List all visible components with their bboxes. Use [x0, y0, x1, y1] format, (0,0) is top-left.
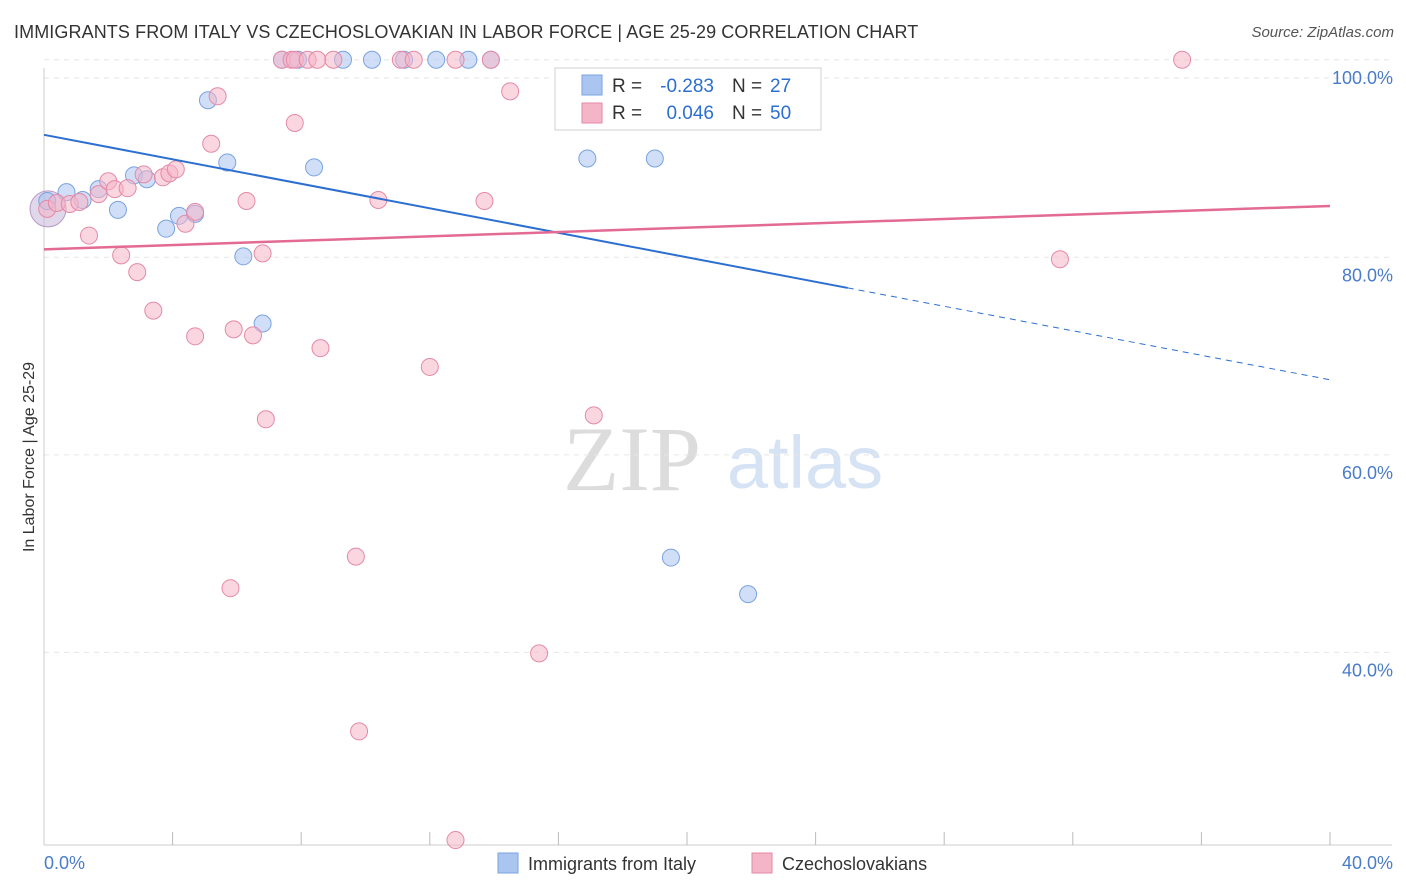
czech-trend-line	[43, 204, 1331, 251]
czech-point-33	[311, 339, 330, 358]
czech-point-15	[166, 160, 185, 179]
x-tick-label-max: 40.0%	[1342, 853, 1393, 873]
italy-point-11	[218, 153, 237, 172]
y-tick-label-80: 80.0%	[1342, 265, 1393, 285]
czech-point-16	[176, 214, 195, 233]
czech-point-24	[243, 326, 262, 345]
italy-point-16	[305, 158, 324, 177]
y-tick-label-60: 60.0%	[1342, 463, 1393, 483]
czech-point-47	[584, 406, 603, 425]
czech-point-3	[70, 192, 89, 211]
czech-point-18	[186, 327, 205, 346]
bottom-legend-swatch-italy	[497, 852, 519, 874]
czech-point-35	[346, 547, 365, 566]
correlation-legend: R = -0.283 N = 27 R = 0.046 N = 50	[554, 67, 822, 131]
watermark-atlas: atlas	[727, 421, 883, 504]
source-label: Source: ZipAtlas.com	[1251, 24, 1394, 41]
czech-point-19	[202, 134, 221, 153]
y-tick-labels: 40.0% 60.0% 80.0% 100.0%	[1332, 68, 1393, 681]
czech-point-44	[481, 50, 500, 69]
italy-point-13	[253, 314, 272, 333]
czech-point-9	[118, 179, 137, 198]
czech-point-41	[446, 50, 465, 69]
x-axis-ticks	[172, 832, 1331, 845]
italy-point-25	[661, 548, 680, 567]
trend-lines	[43, 133, 1331, 381]
series-legend: Immigrants from Italy Czechoslovakians	[497, 852, 927, 874]
czech-point-36	[350, 722, 369, 741]
watermark: ZIP atlas	[563, 408, 883, 510]
italy-point-20	[427, 50, 446, 69]
legend-r-label-italy: R =	[612, 76, 642, 97]
czech-point-22	[224, 320, 243, 339]
czech-point-32	[308, 50, 327, 69]
legend-n-label-italy: N =	[732, 76, 762, 97]
bottom-legend-label-czech: Czechoslovakians	[782, 854, 927, 874]
data-points	[29, 50, 1192, 850]
italy-point-18	[362, 50, 381, 69]
legend-swatch-italy	[581, 74, 603, 96]
italy-point-4	[108, 200, 127, 219]
y-tick-label-100: 100.0%	[1332, 68, 1393, 88]
czech-point-26	[256, 410, 275, 429]
x-tick-label-min: 0.0%	[44, 853, 85, 873]
czech-point-45	[501, 82, 520, 101]
gridlines	[44, 59, 1392, 653]
watermark-zip: ZIP	[563, 408, 701, 510]
czech-point-40	[420, 357, 439, 376]
legend-n-value-czech: 50	[770, 103, 791, 124]
czech-point-11	[134, 165, 153, 184]
y-tick-label-40: 40.0%	[1342, 660, 1393, 680]
italy-point-26	[739, 585, 758, 604]
legend-r-label-czech: R =	[612, 103, 642, 124]
czech-point-5	[89, 185, 108, 204]
czech-point-49	[1173, 50, 1192, 69]
italy-point-7	[157, 219, 176, 238]
czech-point-46	[530, 644, 549, 663]
italy-point-23	[578, 149, 597, 168]
legend-swatch-czech	[581, 102, 603, 124]
czech-point-21	[221, 579, 240, 598]
czech-point-42	[446, 831, 465, 850]
czech-point-8	[112, 246, 131, 265]
czech-point-30	[285, 113, 304, 132]
czech-point-12	[144, 301, 163, 320]
czech-point-39	[404, 50, 423, 69]
czech-point-20	[208, 87, 227, 106]
czech-point-10	[128, 263, 147, 282]
italy-trend-extension	[847, 287, 1331, 381]
bottom-legend-label-italy: Immigrants from Italy	[528, 854, 696, 874]
legend-r-value-czech: 0.046	[666, 103, 714, 124]
czech-point-34	[324, 50, 343, 69]
legend-n-label-czech: N =	[732, 103, 762, 124]
czech-point-25	[253, 244, 272, 263]
y-axis-label: In Labor Force | Age 25-29	[21, 362, 38, 552]
czech-point-17	[186, 202, 205, 221]
czech-point-4	[80, 226, 99, 245]
czech-point-23	[237, 192, 256, 210]
legend-n-value-italy: 27	[770, 76, 791, 97]
chart-title: IMMIGRANTS FROM ITALY VS CZECHOSLOVAKIAN…	[14, 22, 919, 42]
italy-trend-line	[43, 133, 848, 289]
legend-r-value-italy: -0.283	[660, 76, 714, 97]
czech-point-48	[1050, 250, 1069, 269]
bottom-legend-swatch-czech	[751, 852, 773, 874]
italy-point-12	[234, 247, 253, 266]
czech-point-43	[475, 192, 494, 210]
italy-point-24	[645, 149, 664, 168]
